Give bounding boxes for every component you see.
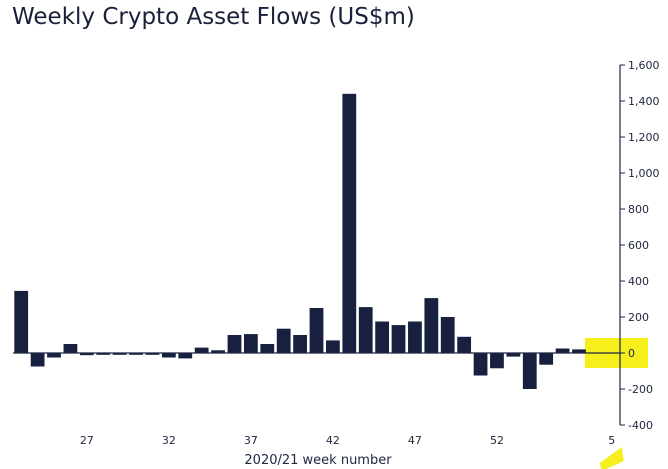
bar xyxy=(194,347,209,353)
bar xyxy=(375,321,390,353)
y-tick-label: 600 xyxy=(628,239,649,252)
y-tick-label: 1,200 xyxy=(628,131,660,144)
x-tick-label: 47 xyxy=(408,434,422,447)
bar-layer xyxy=(14,93,586,389)
y-tick-label: 200 xyxy=(628,311,649,324)
bar xyxy=(539,353,554,365)
x-axis-ticks: 27 32 37 42 47 52 5 xyxy=(80,434,615,447)
bar xyxy=(112,353,127,355)
bar xyxy=(145,353,160,355)
x-axis-label: 2020/21 week number xyxy=(244,453,392,468)
bar xyxy=(342,93,357,354)
bar xyxy=(572,349,586,353)
y-tick-label: 400 xyxy=(628,275,649,288)
x-tick-label: 5 xyxy=(608,434,615,447)
bar xyxy=(178,353,193,359)
bar xyxy=(293,335,307,353)
y-tick-label: 1,000 xyxy=(628,167,660,180)
bar xyxy=(555,348,570,353)
y-axis-ticks: -400 -200 0 200 400 600 800 1,000 1,200 1,400 1,60… xyxy=(620,59,660,432)
highlight-mark xyxy=(599,447,624,469)
bar xyxy=(47,353,61,358)
y-tick-label: -400 xyxy=(628,419,653,432)
bar xyxy=(211,350,225,353)
bar xyxy=(161,353,176,358)
bar xyxy=(457,336,472,353)
x-tick-label: 52 xyxy=(490,434,504,447)
bar xyxy=(506,353,521,357)
y-tick-label: 1,600 xyxy=(628,59,660,72)
y-tick-label: -200 xyxy=(628,383,653,396)
chart-title: Weekly Crypto Asset Flows (US$m) xyxy=(12,4,415,30)
highlight-layer xyxy=(584,338,648,469)
bar xyxy=(14,290,29,353)
y-tick-label: 800 xyxy=(628,203,649,216)
bar xyxy=(63,344,78,353)
bar xyxy=(79,353,94,356)
x-tick-label: 27 xyxy=(80,434,94,447)
bar xyxy=(30,353,45,367)
bar xyxy=(408,321,422,353)
bar xyxy=(260,344,275,353)
bar xyxy=(391,325,406,353)
x-tick-label: 32 xyxy=(162,434,176,447)
bar xyxy=(326,340,340,353)
bar xyxy=(358,307,373,353)
x-tick-label: 42 xyxy=(326,434,340,447)
bar xyxy=(424,298,439,353)
bar xyxy=(309,308,324,353)
bar xyxy=(522,353,537,389)
y-tick-label: 0 xyxy=(628,347,635,360)
bar xyxy=(440,317,455,353)
y-tick-label: 1,400 xyxy=(628,95,660,108)
x-tick-label: 37 xyxy=(244,434,258,447)
bar xyxy=(490,353,504,369)
bar xyxy=(129,353,143,355)
bar xyxy=(96,353,111,355)
bar xyxy=(243,334,258,353)
bar xyxy=(276,328,291,353)
bar xyxy=(227,335,242,353)
bar xyxy=(473,353,488,376)
